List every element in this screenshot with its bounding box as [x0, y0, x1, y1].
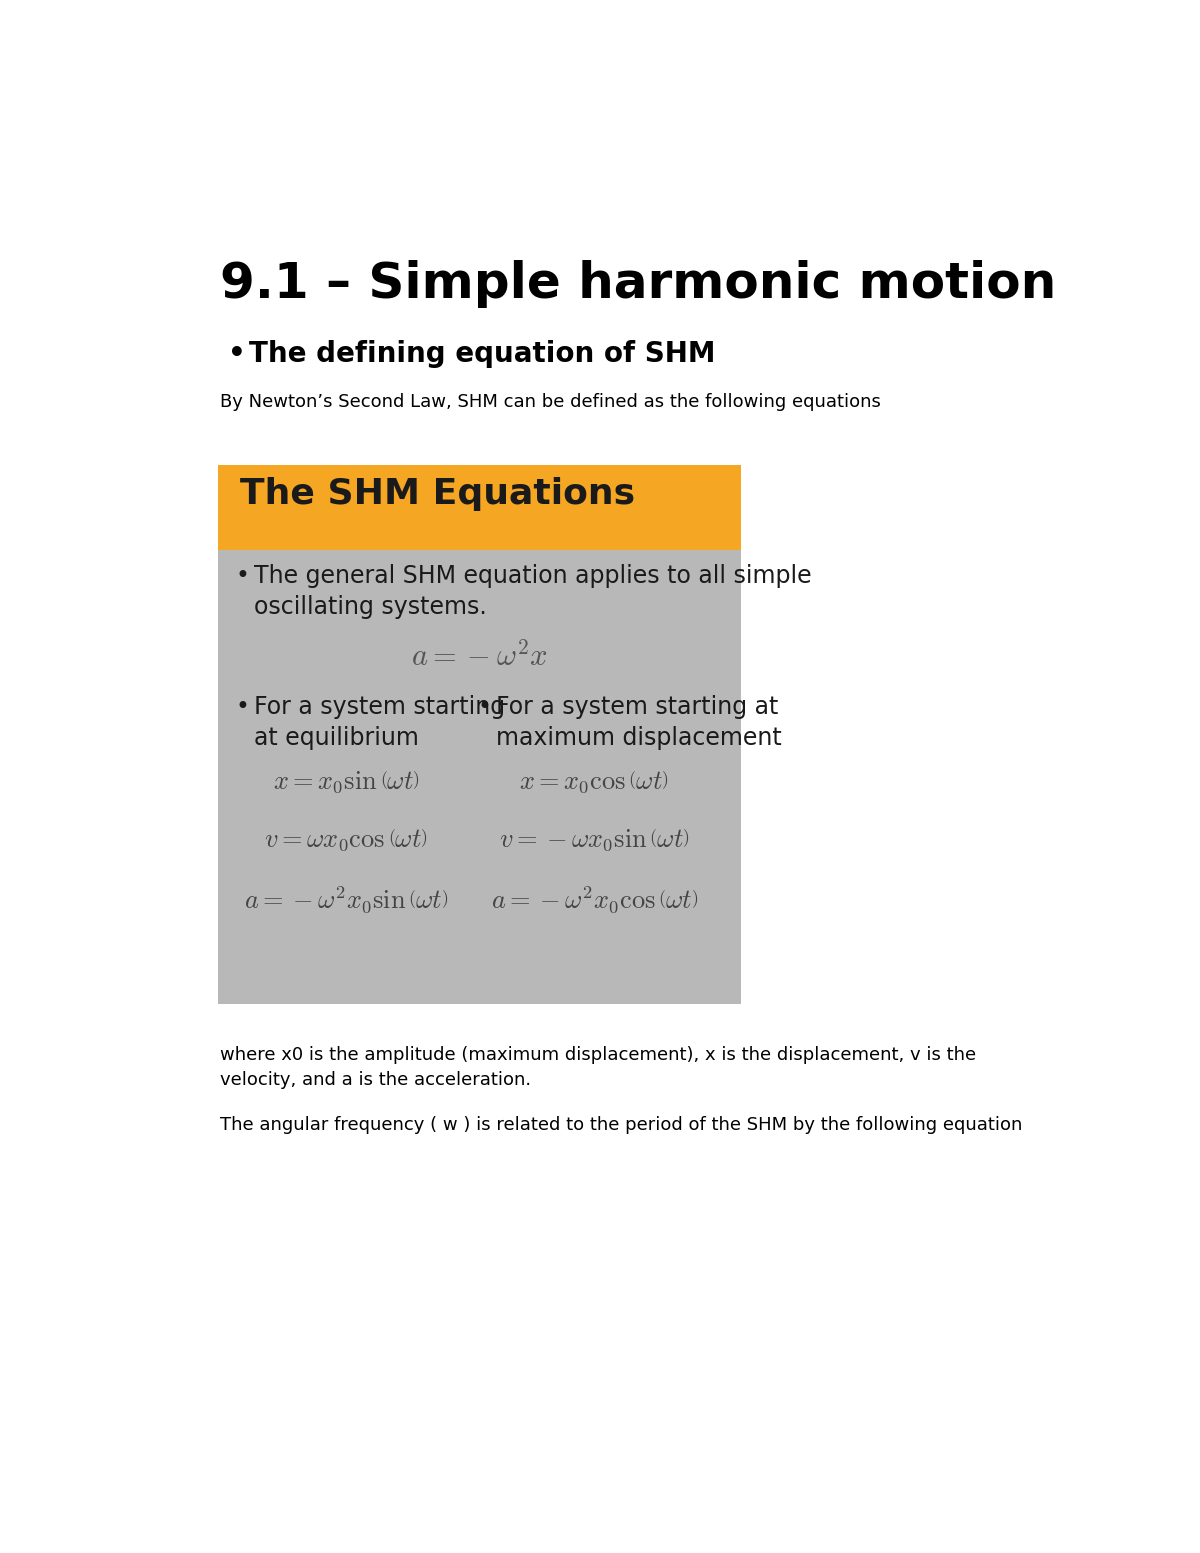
Text: •: • [478, 694, 492, 719]
Bar [218, 550, 740, 1005]
Text: By Newton’s Second Law, SHM can be defined as the following equations: By Newton’s Second Law, SHM can be defin… [220, 393, 881, 410]
Text: The SHM Equations: The SHM Equations [240, 477, 635, 511]
Text: •: • [228, 340, 245, 368]
Text: The defining equation of SHM: The defining equation of SHM [250, 340, 715, 368]
Text: $a=-\omega^{2}x_0\cos\left(\omega t\right)$: $a=-\omega^{2}x_0\cos\left(\omega t\righ… [491, 885, 698, 915]
Text: The angular frequency ( w ) is related to the period of the SHM by the following: The angular frequency ( w ) is related t… [220, 1115, 1022, 1134]
Text: $a=-\omega^{2}x$: $a=-\omega^{2}x$ [410, 641, 548, 671]
Bar [218, 464, 740, 550]
Text: •: • [235, 564, 250, 587]
Text: For a system starting at
maximum displacement: For a system starting at maximum displac… [497, 694, 782, 750]
Text: For a system starting
at equilibrium: For a system starting at equilibrium [254, 694, 505, 750]
Text: $a=-\omega^{2}x_0\sin\left(\omega t\right)$: $a=-\omega^{2}x_0\sin\left(\omega t\righ… [244, 885, 449, 915]
Text: $x=x_0\sin\left(\omega t\right)$: $x=x_0\sin\left(\omega t\right)$ [272, 769, 420, 795]
Text: where x0 is the amplitude (maximum displacement), x is the displacement, v is th: where x0 is the amplitude (maximum displ… [220, 1047, 976, 1090]
Text: 9.1 – Simple harmonic motion: 9.1 – Simple harmonic motion [220, 259, 1056, 307]
Text: $v=\omega x_0\cos\left(\omega t\right)$: $v=\omega x_0\cos\left(\omega t\right)$ [264, 828, 428, 853]
Text: The general SHM equation applies to all simple
oscillating systems.: The general SHM equation applies to all … [254, 564, 811, 620]
Text: •: • [235, 694, 250, 719]
Text: $x=x_0\cos\left(\omega t\right)$: $x=x_0\cos\left(\omega t\right)$ [520, 769, 670, 795]
Text: $v=-\omega x_0\sin\left(\omega t\right)$: $v=-\omega x_0\sin\left(\omega t\right)$ [499, 828, 690, 853]
